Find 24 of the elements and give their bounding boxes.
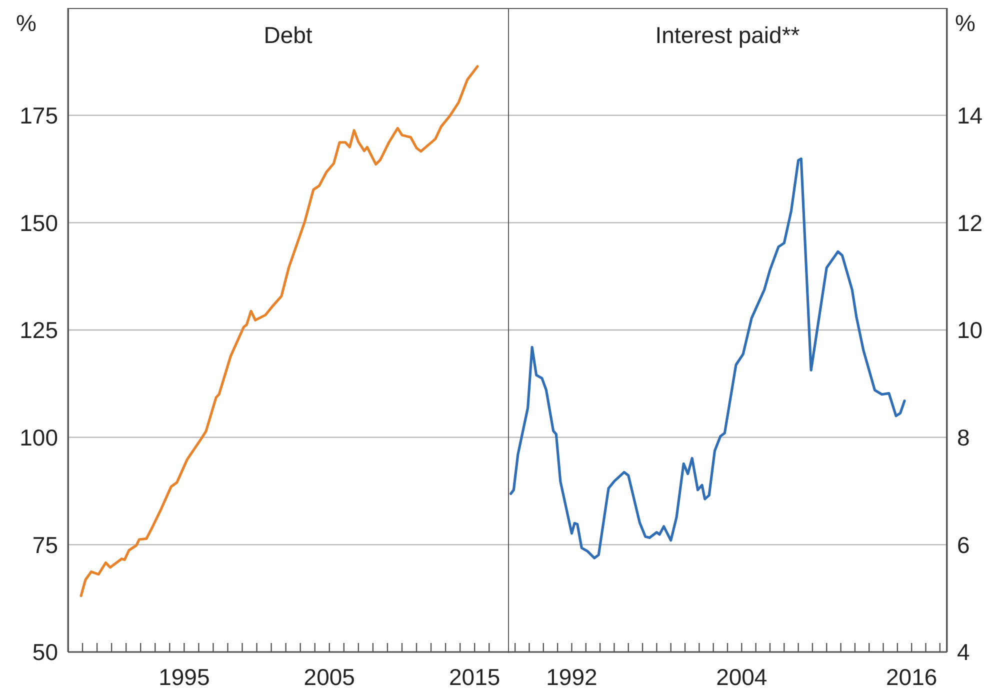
y2-tick-label: 10 [957, 317, 983, 344]
line-series [80, 65, 479, 598]
x-tick-label: 1995 [158, 664, 210, 690]
y-tick-label: 75 [32, 532, 58, 558]
text: Debt [262, 22, 314, 49]
y2-tick-label: 8 [957, 424, 970, 450]
y-tick-label: 50 [32, 639, 58, 666]
y2-tick-label: 6 [957, 532, 970, 558]
y2-axis-title: % [955, 10, 976, 37]
y2-tick-label: 4 [957, 639, 970, 666]
x-tick-label: 2015 [449, 664, 500, 690]
y-tick-label: 175 [20, 102, 58, 128]
y-tick-label: 150 [20, 210, 58, 236]
y2-tick-label: 12 [957, 210, 983, 236]
y-tick-label: 125 [20, 317, 58, 344]
x-tick-label: 2016 [886, 664, 938, 690]
line-series [510, 158, 906, 560]
y2-tick-label: 14 [957, 102, 983, 128]
x-tick-label: 2004 [716, 664, 768, 690]
y-tick-label: 100 [20, 424, 58, 450]
x-tick-label: 2005 [304, 664, 355, 690]
text: Interest paid** [654, 22, 801, 49]
y-axis-title: % [16, 10, 36, 37]
x-tick-label: 1992 [546, 664, 598, 690]
